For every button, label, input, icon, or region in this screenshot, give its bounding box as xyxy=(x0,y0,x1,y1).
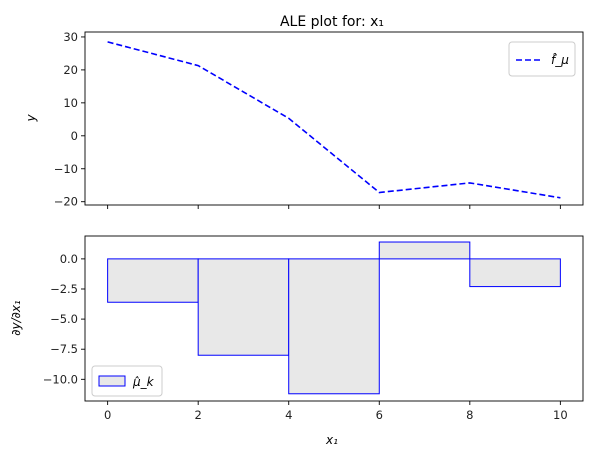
ale-bar-1 xyxy=(197,258,290,356)
bottom-x-axis-label: x₁ xyxy=(325,433,338,447)
bottom-panel: 0.0 −2.5 −5.0 −7.5 −10.0 0 2 4 6 8 10 x₁ ∂y/∂x₁ μ… xyxy=(9,235,584,447)
bottom-x-ticks: 0 2 4 6 8 10 xyxy=(104,401,568,422)
top-y-tick-label: 30 xyxy=(63,30,78,44)
bottom-legend: μ̂_k xyxy=(91,365,163,397)
bottom-y-tick-label: 0.0 xyxy=(60,252,78,266)
bottom-legend-label: μ̂_k xyxy=(132,375,155,389)
top-y-tick-label: 0 xyxy=(71,129,78,143)
top-y-tick-label: −10 xyxy=(54,162,78,176)
bottom-y-tick-label: −10.0 xyxy=(43,372,78,386)
bottom-x-tick-label: 10 xyxy=(553,408,568,422)
ale-bars xyxy=(107,241,561,395)
top-y-tick-label: 10 xyxy=(63,96,78,110)
top-legend: f̂_μ xyxy=(508,41,576,77)
top-panel: ALE plot for: x₁ −20 −10 0 10 20 30 y f̂_μ xyxy=(24,14,584,209)
top-y-tick-label: 20 xyxy=(63,63,78,77)
ale-bar-2 xyxy=(288,258,380,395)
series-line-f-mu xyxy=(107,41,561,199)
bottom-legend-swatch xyxy=(98,375,126,387)
top-legend-box xyxy=(508,41,576,77)
bottom-x-tick-label: 8 xyxy=(466,408,473,422)
bottom-x-tick-label: 0 xyxy=(104,408,111,422)
top-y-ticks: −20 −10 0 10 20 30 xyxy=(54,30,85,209)
bottom-plot-frame xyxy=(84,235,584,402)
bottom-legend-box xyxy=(91,365,163,397)
bottom-y-tick-label: −5.0 xyxy=(50,312,78,326)
ale-bar-3 xyxy=(378,241,471,260)
bottom-y-ticks: 0.0 −2.5 −5.0 −7.5 −10.0 xyxy=(43,252,85,386)
bottom-x-tick-label: 4 xyxy=(285,408,292,422)
bottom-x-tick-label: 6 xyxy=(376,408,383,422)
bottom-y-axis-label: ∂y/∂x₁ xyxy=(9,300,23,336)
ale-bar-4 xyxy=(469,258,561,288)
top-y-axis-label: y xyxy=(24,114,38,123)
top-y-tick-label: −20 xyxy=(54,195,78,209)
top-plot-frame xyxy=(84,31,584,206)
bottom-y-tick-label: −7.5 xyxy=(50,342,78,356)
top-legend-label: f̂_μ xyxy=(551,53,569,67)
bottom-x-tick-label: 2 xyxy=(195,408,202,422)
top-x-ticks xyxy=(107,205,561,209)
bottom-y-tick-label: −2.5 xyxy=(50,282,78,296)
ale-bar-0 xyxy=(107,258,199,303)
top-chart-title: ALE plot for: x₁ xyxy=(280,14,384,30)
